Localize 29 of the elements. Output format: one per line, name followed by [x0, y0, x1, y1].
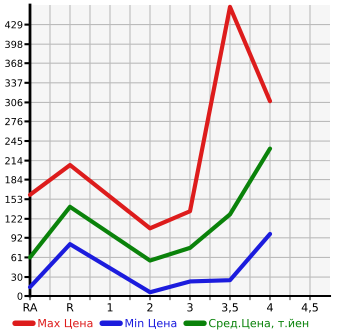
- y-tick-label: 0: [18, 292, 22, 300]
- line-series: [28, 4, 272, 230]
- legend-label: Max Цена: [38, 319, 92, 329]
- y-tick-label: 245: [5, 137, 22, 145]
- y-tick-label: 153: [6, 196, 22, 204]
- y-tick-label: 61: [11, 254, 22, 262]
- legend-label: Сред.Цена, т.йен: [209, 318, 308, 330]
- x-tick-label: RA: [24, 303, 38, 312]
- y-tick-label: 184: [6, 176, 23, 184]
- y-tick-label: 30: [11, 274, 22, 281]
- x-tick-label: 3: [187, 303, 193, 312]
- line-series: [28, 232, 272, 294]
- y-tick-label: 214: [5, 157, 23, 164]
- x-tick-label: 4: [267, 303, 273, 312]
- x-tick-label: 3,5: [222, 303, 238, 313]
- y-tick-label: 122: [6, 215, 22, 223]
- y-tick-label: 306: [5, 98, 22, 106]
- y-tick-label: 337: [5, 79, 22, 87]
- y-tick-label: 276: [5, 118, 22, 126]
- legend-label: Min Цена: [126, 318, 176, 329]
- x-tick-label: 2: [147, 303, 152, 312]
- y-tick-label: 92: [11, 234, 22, 242]
- y-tick-label: 398: [5, 40, 22, 48]
- x-tick-label: 4,5: [302, 303, 318, 313]
- y-tick-label: 368: [5, 60, 22, 68]
- x-tick-label: 1: [108, 303, 113, 312]
- line-series: [28, 146, 272, 263]
- y-tick-label: 429: [4, 21, 22, 28]
- x-tick-label: R: [67, 303, 74, 312]
